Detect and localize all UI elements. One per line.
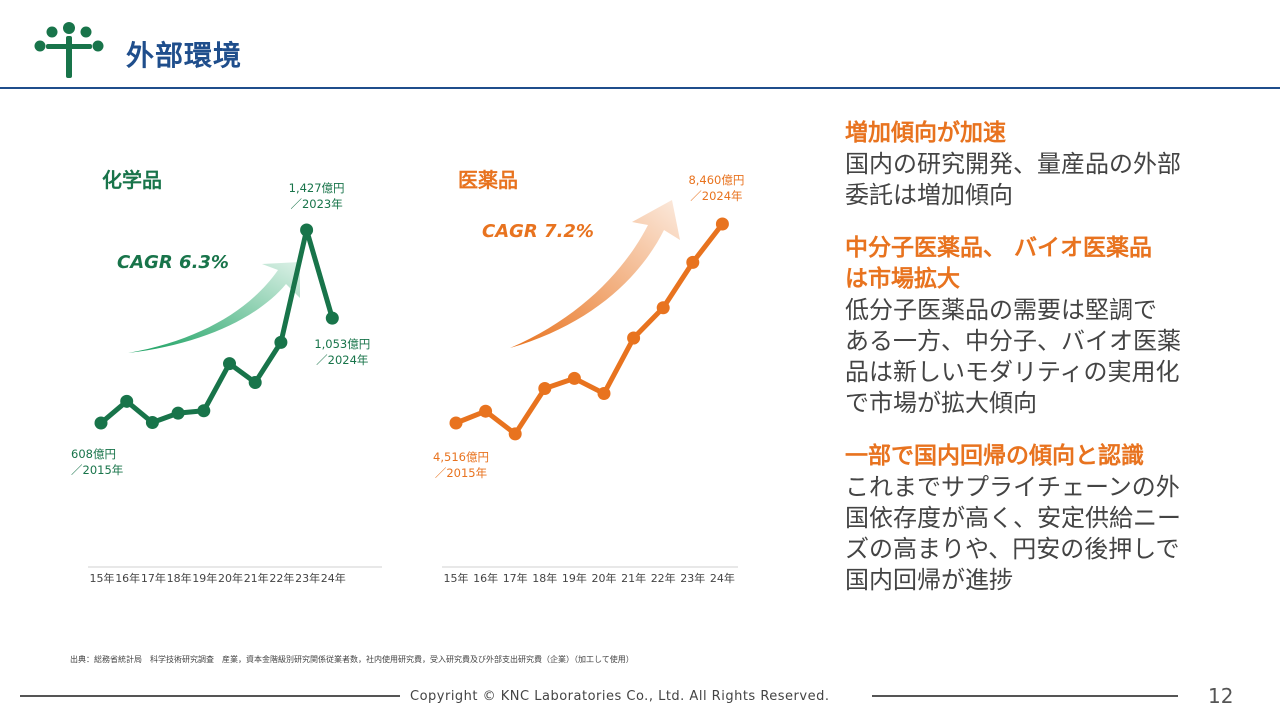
- section-body: 国内の研究開発、量産品の外部 委託は増加傾向: [845, 149, 1225, 211]
- data-point: [300, 223, 314, 237]
- tick-label: 15年: [444, 571, 469, 585]
- data-point: [656, 301, 670, 315]
- chart-title: 化学品: [102, 168, 162, 192]
- data-label: ／2023年: [290, 197, 342, 211]
- body-line: 委託は増加傾向: [845, 181, 1013, 209]
- body-line: これまでサプライチェーンの外: [845, 473, 1180, 501]
- body-line: 国内の研究開発、量産品の外部: [845, 150, 1181, 178]
- tick-label: 24年: [710, 571, 735, 585]
- body-line: ある一方、中分子、バイオ医薬: [845, 327, 1181, 355]
- tick-label: 23年: [295, 571, 320, 585]
- data-point: [479, 404, 493, 418]
- section-heading: 中分子医薬品、 バイオ医薬品 は市場拡大: [845, 233, 1225, 295]
- body-line: で市場が拡大傾向: [845, 389, 1037, 417]
- heading-line: 中分子医薬品、 バイオ医薬品: [845, 235, 1153, 261]
- data-point: [597, 387, 611, 401]
- data-point: [223, 357, 236, 371]
- tick-label: 20年: [592, 571, 617, 585]
- data-point: [94, 416, 108, 430]
- data-point: [449, 416, 463, 430]
- footer-rule-left: [20, 695, 400, 697]
- tick-label: 19年: [562, 571, 587, 585]
- tree-logo-icon: [34, 22, 104, 78]
- data-point: [274, 335, 288, 349]
- data-point: [171, 406, 185, 420]
- header: 外部環境: [0, 0, 1280, 89]
- tick-label: 22年: [651, 571, 676, 585]
- data-point: [567, 371, 581, 385]
- body-line: 品は新しいモダリティの実用化: [845, 358, 1180, 386]
- data-label: 1,427億円: [289, 181, 345, 195]
- header-divider: [0, 87, 1280, 89]
- tick-label: 24年: [321, 571, 346, 585]
- data-label: ／2015年: [71, 463, 123, 477]
- section-body: 低分子医薬品の需要は堅調で ある一方、中分子、バイオ医薬 品は新しいモダリティの実用…: [845, 295, 1225, 419]
- trend-arrow: [128, 262, 300, 353]
- tick-label: 17年: [141, 571, 166, 585]
- section-heading: 一部で国内回帰の傾向と認識: [845, 443, 1144, 469]
- tick-label: 21年: [244, 571, 269, 585]
- data-point: [686, 255, 700, 269]
- cagr-label: CAGR 7.2%: [482, 221, 594, 242]
- page-number: 12: [1208, 684, 1234, 708]
- data-label: 8,460億円: [688, 173, 744, 187]
- data-label: 1,053億円: [314, 337, 370, 351]
- data-point: [508, 427, 522, 441]
- tick-label: 16年: [115, 571, 140, 585]
- data-point: [197, 404, 211, 418]
- tick-label: 21年: [621, 571, 646, 585]
- data-label: 4,516億円: [433, 450, 489, 464]
- data-point: [627, 331, 641, 345]
- data-label: ／2024年: [316, 353, 368, 367]
- series-line: [99, 227, 335, 426]
- body-line: 国依存度が高く、安定供給ニー: [845, 504, 1181, 532]
- footer-rule-right: [872, 695, 1178, 697]
- page-title: 外部環境: [126, 39, 243, 72]
- data-point: [120, 394, 134, 408]
- section-modality: 中分子医薬品、 バイオ医薬品 は市場拡大 低分子医薬品の需要は堅調で ある一方、中分…: [845, 233, 1225, 419]
- tick-label: 18年: [167, 571, 192, 585]
- body-line: ズの高まりや、円安の後押しで: [845, 535, 1180, 563]
- chart-title: 医薬品: [458, 168, 518, 192]
- section-body: これまでサプライチェーンの外 国依存度が高く、安定供給ニー ズの高まりや、円安の後押…: [845, 472, 1225, 596]
- data-label: ／2015年: [435, 466, 487, 480]
- tick-label: 16年: [473, 571, 498, 585]
- data-label: ／2024年: [690, 189, 742, 203]
- body-line: 低分子医薬品の需要は堅調で: [845, 296, 1157, 324]
- trend-arrow: [510, 200, 680, 348]
- data-point: [538, 381, 552, 395]
- section-reshoring: 一部で国内回帰の傾向と認識 これまでサプライチェーンの外 国依存度が高く、安定供給…: [845, 441, 1225, 596]
- tick-label: 15年: [90, 571, 115, 585]
- source-note: 出典：総務省統計局 科学技術研究調査 産業，資本金階級別研究関係従業者数，社内使…: [70, 655, 634, 664]
- data-point: [325, 311, 339, 325]
- data-point: [248, 375, 262, 389]
- charts-area: CAGR 6.3% 化学品 608億円 ／2015年 1,427億円 ／2023年 1,05…: [71, 168, 744, 585]
- tick-label: 20年: [218, 571, 243, 585]
- insights-panel: 増加傾向が加速 国内の研究開発、量産品の外部 委託は増加傾向 中分子医薬品、 バイ…: [845, 118, 1225, 618]
- tick-label: 18年: [532, 571, 557, 585]
- tick-label: 17年: [503, 571, 528, 585]
- heading-line: は市場拡大: [845, 266, 960, 292]
- data-label: 608億円: [71, 447, 116, 461]
- body-line: 国内回帰が進捗: [845, 566, 1013, 594]
- tick-label: 19年: [192, 571, 217, 585]
- tick-label: 22年: [269, 571, 294, 585]
- tick-label: 23年: [680, 571, 705, 585]
- copyright: Copyright © KNC Laboratories Co., Ltd. A…: [410, 689, 830, 704]
- section-heading: 増加傾向が加速: [845, 120, 1006, 146]
- series-line: [455, 222, 725, 437]
- data-point: [145, 416, 159, 430]
- data-point: [715, 217, 729, 231]
- cagr-label: CAGR 6.3%: [117, 252, 229, 273]
- section-growth: 増加傾向が加速 国内の研究開発、量産品の外部 委託は増加傾向: [845, 118, 1225, 211]
